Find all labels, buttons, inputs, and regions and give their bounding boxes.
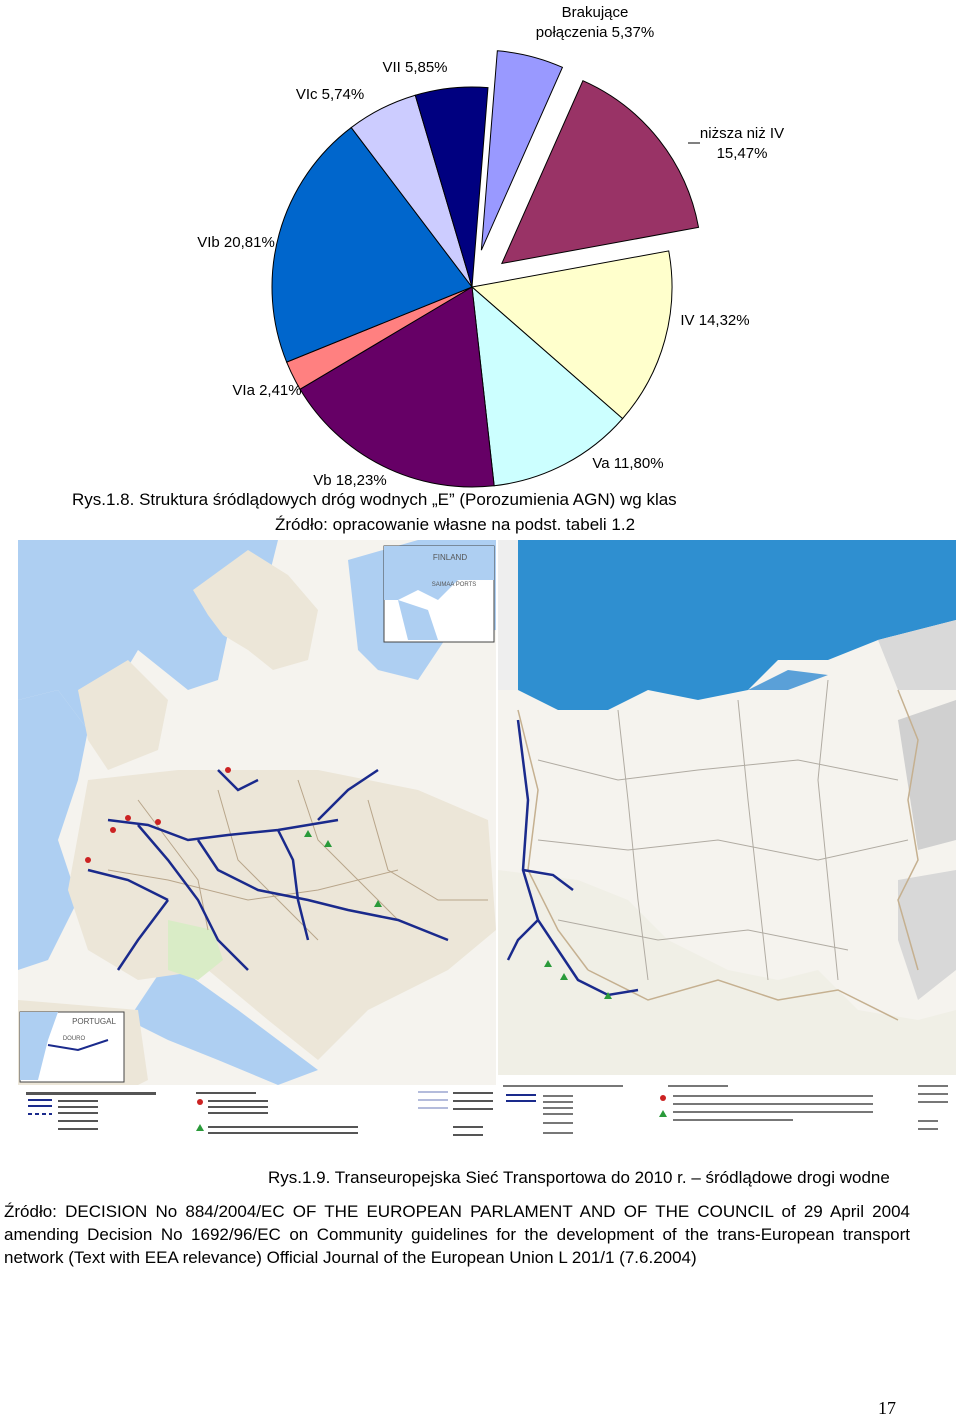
label-vib: VIb 20,81% bbox=[197, 234, 275, 251]
label-va: Va 11,80% bbox=[592, 455, 664, 472]
pie-slice-6 bbox=[271, 126, 473, 363]
label-missing-connections: Brakujące połączenia 5,37% bbox=[535, 4, 655, 41]
ten-t-inland-waterways-maps: FINLAND SAIMAA PORTS PORTUGAL DOURO bbox=[18, 540, 956, 1152]
pie-slice-3 bbox=[471, 285, 624, 487]
portugal-inset-label: PORTUGAL bbox=[72, 1017, 116, 1026]
label-vii: VII 5,85% bbox=[382, 59, 448, 76]
label-via: VIa 2,41% bbox=[232, 382, 302, 399]
poland-waterways-map bbox=[498, 540, 956, 1152]
label-vic: VIc 5,74% bbox=[295, 86, 365, 103]
figure-8-caption: Rys.1.8. Struktura śródlądowych dróg wod… bbox=[72, 490, 677, 509]
finland-inset-label: FINLAND bbox=[433, 553, 467, 562]
label-vb: Vb 18,23% bbox=[313, 472, 387, 489]
pie-slice-8 bbox=[414, 86, 489, 288]
figure-9-caption: Rys.1.9. Transeuropejska Sieć Transporto… bbox=[268, 1168, 890, 1187]
figure-8-source: Źródło: opracowanie własne na podst. tab… bbox=[275, 515, 636, 534]
figure-9-source: Źródło: DECISION No 884/2004/EC OF THE E… bbox=[4, 1202, 910, 1267]
pie-slice-4 bbox=[299, 286, 495, 488]
class-structure-pie-chart bbox=[271, 50, 700, 488]
label-iv: IV 14,32% bbox=[680, 312, 750, 329]
europe-waterways-map: FINLAND SAIMAA PORTS PORTUGAL DOURO bbox=[18, 540, 496, 1152]
label-below-iv: niższa niż IV 15,47% bbox=[699, 125, 785, 162]
pie-slice-2 bbox=[470, 250, 673, 420]
saimaa-ports-label: SAIMAA PORTS bbox=[432, 582, 477, 588]
douro-label: DOURO bbox=[63, 1036, 86, 1042]
page-number: 17 bbox=[878, 1398, 896, 1418]
pie-slice-0 bbox=[480, 50, 564, 251]
pie-slice-1 bbox=[501, 79, 700, 265]
